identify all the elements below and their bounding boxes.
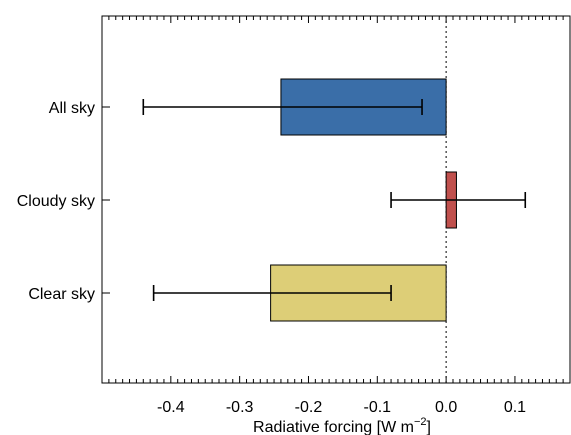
x-axis-label: Radiative forcing [W m−2]	[253, 416, 431, 435]
axis-ticks	[101, 16, 571, 383]
bars	[142, 78, 527, 322]
x-tick-label: -0.1	[364, 399, 392, 416]
x-tick-label: 0.1	[504, 399, 526, 416]
x-tick-label: -0.2	[295, 399, 323, 416]
x-axis-label-superscript: −2	[414, 416, 427, 428]
x-tick-label: -0.4	[157, 399, 185, 416]
axis-labels: -0.4 -0.3 -0.2 -0.1 0.0 0.1 All sky Cloudy sky C…	[17, 100, 526, 416]
y-category-label: Clear sky	[28, 286, 95, 303]
y-category-label: Cloudy sky	[17, 193, 95, 210]
x-tick-label: 0.0	[435, 399, 457, 416]
y-category-label: All sky	[49, 100, 95, 117]
x-tick-label: -0.3	[226, 399, 254, 416]
